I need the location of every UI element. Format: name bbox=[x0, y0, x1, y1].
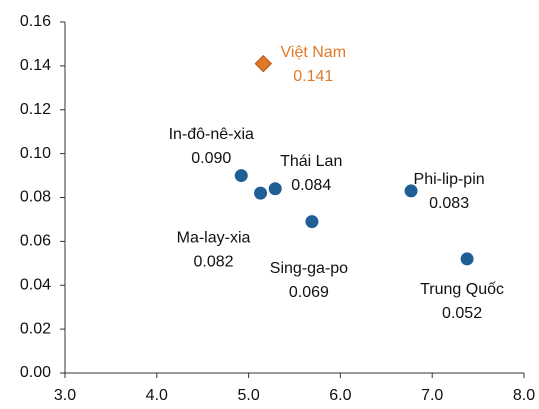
point bbox=[254, 186, 268, 200]
y-tick-label: 0.02 bbox=[20, 320, 51, 337]
point-label: Việt Nam bbox=[281, 44, 347, 61]
point bbox=[460, 252, 474, 266]
y-tick-label: 0.10 bbox=[20, 145, 51, 162]
x-tick-label: 4.0 bbox=[146, 387, 168, 404]
x-tick-label: 7.0 bbox=[421, 387, 443, 404]
point-label: In-đô-nê-xia bbox=[169, 126, 254, 143]
point-label: Thái Lan bbox=[280, 153, 342, 170]
x-tick-label: 8.0 bbox=[513, 387, 535, 404]
point-value-label: 0.082 bbox=[194, 253, 234, 270]
point-value-label: 0.141 bbox=[293, 68, 333, 85]
y-tick-label: 0.16 bbox=[20, 13, 51, 30]
point-label: Sing-ga-po bbox=[270, 260, 348, 277]
y-tick-label: 0.08 bbox=[20, 189, 51, 206]
point-value-label: 0.090 bbox=[191, 150, 231, 167]
point bbox=[254, 54, 272, 73]
point-value-label: 0.069 bbox=[289, 284, 329, 301]
point-value-label: 0.084 bbox=[291, 177, 331, 194]
x-tick-label: 3.0 bbox=[54, 387, 76, 404]
y-tick-label: 0.06 bbox=[20, 233, 51, 250]
point-label: Ma-lay-xia bbox=[177, 229, 251, 246]
y-tick-label: 0.12 bbox=[20, 101, 51, 118]
x-tick-label: 6.0 bbox=[329, 387, 351, 404]
y-tick-label: 0.14 bbox=[20, 57, 51, 74]
point bbox=[268, 182, 282, 196]
point-label: Phi-lip-pin bbox=[414, 171, 485, 188]
point bbox=[234, 169, 248, 183]
y-tick-label: 0.00 bbox=[20, 364, 51, 381]
point-label: Trung Quốc bbox=[420, 281, 504, 298]
point bbox=[305, 215, 319, 229]
point-value-label: 0.083 bbox=[429, 195, 469, 212]
point bbox=[404, 184, 418, 198]
x-tick-label: 5.0 bbox=[237, 387, 259, 404]
y-tick-label: 0.04 bbox=[20, 276, 51, 293]
point-value-label: 0.052 bbox=[442, 305, 482, 322]
